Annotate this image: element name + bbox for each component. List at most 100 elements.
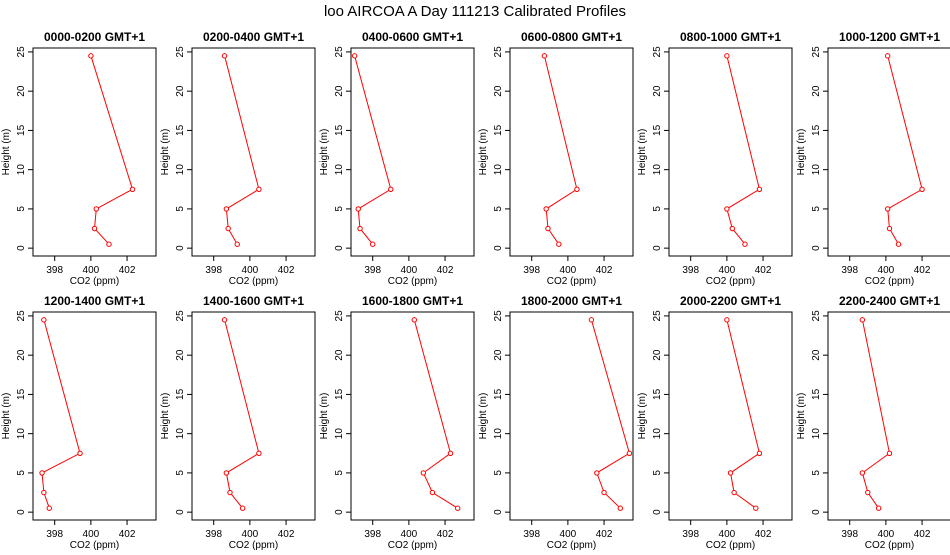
data-point bbox=[357, 225, 363, 232]
y-tick-label: 15 bbox=[175, 124, 186, 136]
y-tick-label: 10 bbox=[652, 428, 663, 440]
x-tick-label: 402 bbox=[914, 529, 931, 540]
profile-line bbox=[861, 319, 891, 509]
x-tick-label: 400 bbox=[83, 265, 100, 276]
profile-line bbox=[590, 319, 630, 509]
x-tick-label: 400 bbox=[560, 529, 577, 540]
data-point bbox=[541, 53, 548, 59]
data-point bbox=[617, 505, 624, 511]
plot-frame bbox=[191, 311, 316, 521]
y-tick-label: 5 bbox=[16, 470, 27, 476]
data-point bbox=[411, 317, 418, 323]
y-tick-label: 15 bbox=[493, 124, 504, 136]
profile-line bbox=[726, 55, 760, 245]
y-tick-label: 5 bbox=[811, 470, 822, 476]
data-point bbox=[859, 470, 866, 476]
x-tick-label: 402 bbox=[119, 529, 136, 540]
panel-title: 0000-0200 GMT+1 bbox=[44, 30, 145, 44]
y-tick-label: 25 bbox=[811, 46, 822, 58]
x-tick-label: 398 bbox=[364, 265, 381, 276]
y-tick-label: 15 bbox=[811, 388, 822, 400]
data-point bbox=[729, 225, 736, 232]
y-tick-label: 20 bbox=[334, 85, 345, 97]
data-point bbox=[626, 450, 633, 456]
x-axis-label: CO2 (ppm) bbox=[388, 276, 437, 287]
data-point bbox=[93, 206, 100, 212]
x-tick-label: 400 bbox=[242, 265, 259, 276]
y-tick-label: 0 bbox=[652, 509, 663, 515]
y-tick-label: 15 bbox=[175, 388, 186, 400]
x-tick-label: 398 bbox=[682, 529, 699, 540]
panel-title: 2000-2200 GMT+1 bbox=[680, 294, 781, 308]
x-axis-label: CO2 (ppm) bbox=[229, 276, 278, 287]
y-axis-label: Height (m) bbox=[160, 393, 171, 440]
y-axis-label: Height (m) bbox=[160, 129, 171, 176]
data-point bbox=[370, 241, 376, 247]
x-tick-label: 400 bbox=[719, 529, 736, 540]
y-tick-label: 10 bbox=[16, 428, 27, 440]
data-point bbox=[223, 206, 230, 212]
data-point bbox=[225, 225, 231, 232]
x-tick-label: 398 bbox=[46, 529, 63, 540]
y-tick-label: 25 bbox=[493, 310, 504, 322]
data-point bbox=[429, 489, 436, 496]
x-tick-label: 402 bbox=[278, 265, 295, 276]
y-tick-label: 10 bbox=[16, 164, 27, 176]
y-tick-label: 20 bbox=[175, 349, 186, 361]
data-point bbox=[753, 505, 759, 511]
data-point bbox=[875, 505, 882, 511]
profile-line bbox=[224, 319, 260, 509]
panel-title: 1800-2000 GMT+1 bbox=[521, 294, 622, 308]
x-tick-label: 402 bbox=[755, 529, 772, 540]
x-axis-label: CO2 (ppm) bbox=[865, 540, 914, 550]
x-tick-label: 400 bbox=[878, 265, 895, 276]
profile-line bbox=[41, 319, 81, 509]
data-point bbox=[859, 317, 866, 323]
data-point bbox=[221, 317, 228, 323]
data-point bbox=[594, 470, 600, 476]
y-axis-label: Height (m) bbox=[319, 393, 330, 440]
y-tick-label: 20 bbox=[16, 349, 27, 361]
y-tick-label: 25 bbox=[175, 46, 186, 58]
y-tick-label: 5 bbox=[652, 470, 663, 476]
y-axis-label: Height (m) bbox=[1, 129, 12, 176]
x-tick-label: 398 bbox=[523, 265, 540, 276]
panel-title: 0200-0400 GMT+1 bbox=[203, 30, 304, 44]
plot-frame bbox=[350, 47, 475, 257]
y-tick-label: 15 bbox=[16, 388, 27, 400]
data-point bbox=[886, 450, 893, 456]
plot-frame bbox=[191, 47, 316, 257]
panel-title: 0400-0600 GMT+1 bbox=[362, 30, 463, 44]
y-tick-label: 25 bbox=[334, 46, 345, 58]
x-tick-label: 400 bbox=[719, 265, 736, 276]
data-point bbox=[106, 241, 112, 247]
plot-frame bbox=[32, 47, 157, 257]
y-tick-label: 0 bbox=[334, 509, 345, 515]
data-point bbox=[355, 206, 361, 212]
x-axis-label: CO2 (ppm) bbox=[865, 276, 914, 287]
y-tick-label: 20 bbox=[16, 85, 27, 97]
y-axis-label: Height (m) bbox=[319, 129, 330, 176]
y-tick-label: 10 bbox=[334, 428, 345, 440]
profile-line bbox=[413, 319, 458, 509]
data-point bbox=[88, 53, 94, 59]
y-tick-label: 25 bbox=[334, 310, 345, 322]
data-point bbox=[884, 53, 891, 59]
data-point bbox=[731, 489, 737, 496]
y-tick-label: 10 bbox=[493, 428, 504, 440]
data-point bbox=[234, 241, 240, 247]
y-tick-label: 5 bbox=[175, 470, 186, 476]
data-point bbox=[727, 470, 734, 476]
x-axis-label: CO2 (ppm) bbox=[547, 540, 596, 550]
data-point bbox=[455, 505, 461, 511]
data-point bbox=[601, 489, 607, 496]
y-tick-label: 0 bbox=[811, 245, 822, 251]
data-point bbox=[77, 450, 83, 456]
panel-title: 2200-2400 GMT+1 bbox=[839, 294, 940, 308]
y-tick-label: 5 bbox=[334, 206, 345, 212]
y-tick-label: 5 bbox=[16, 206, 27, 212]
